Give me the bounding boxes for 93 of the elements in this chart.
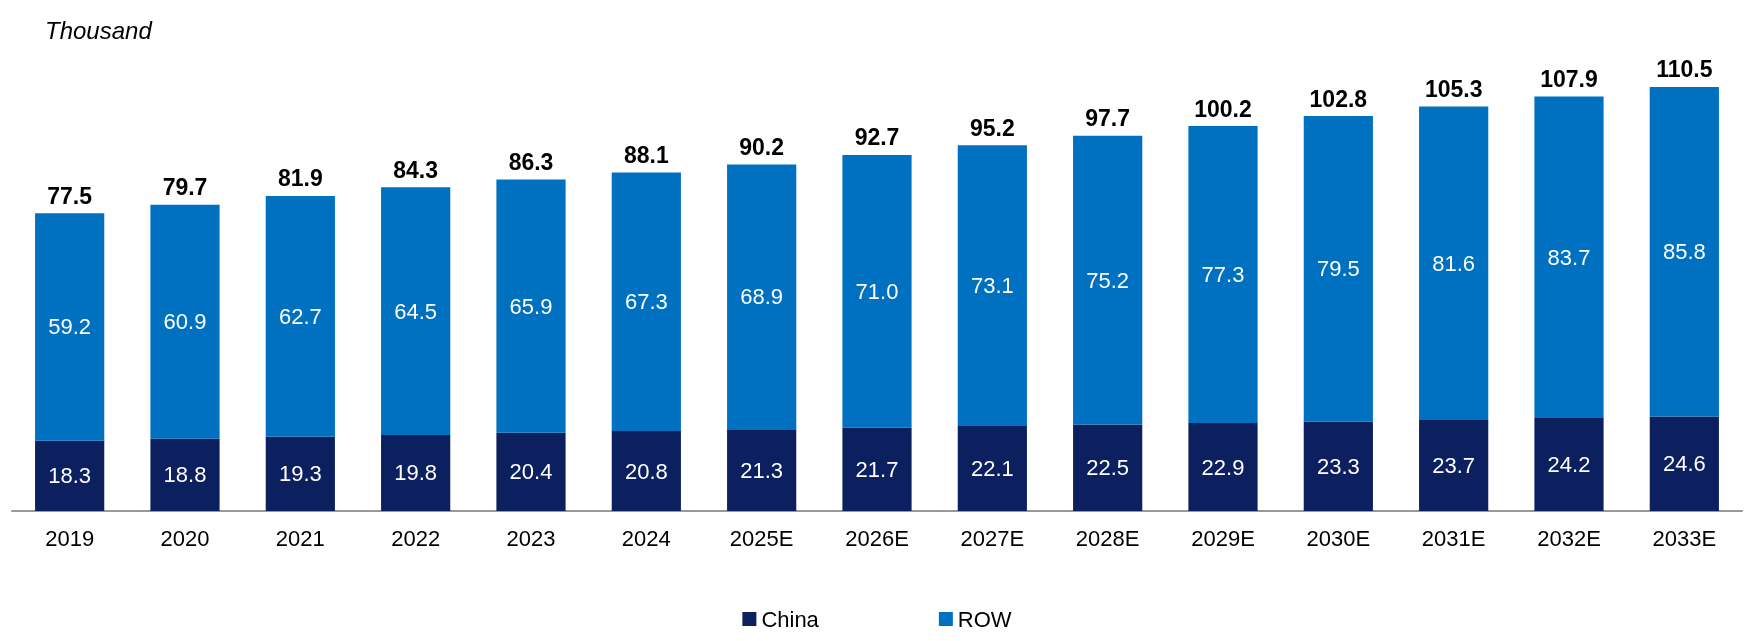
bar — [381, 434, 451, 511]
bar — [1188, 126, 1258, 424]
total-label: 102.8 — [1309, 85, 1368, 112]
bar — [611, 172, 681, 432]
data-label: 24.2 — [1547, 452, 1591, 478]
total-label: 95.2 — [969, 114, 1015, 141]
bar — [1649, 416, 1719, 511]
data-label: 21.7 — [855, 456, 899, 482]
data-label: 23.7 — [1432, 452, 1476, 478]
data-label: 21.3 — [740, 457, 784, 483]
bar — [1419, 419, 1489, 511]
bar — [381, 187, 451, 435]
bar — [842, 154, 912, 428]
legend-label: China — [761, 606, 820, 632]
data-label: 73.1 — [970, 273, 1014, 299]
x-tick-label: 2030E — [1306, 525, 1371, 551]
x-tick-label: 2023 — [506, 525, 556, 551]
bar — [842, 427, 912, 511]
bar — [1534, 96, 1604, 419]
x-tick-label: 2021 — [275, 525, 325, 551]
x-tick-label: 2032E — [1537, 525, 1601, 551]
total-label: 84.3 — [393, 156, 439, 183]
data-label: 60.9 — [163, 309, 207, 335]
legend-label: ROW — [957, 606, 1012, 632]
x-tick-label: 2025E — [729, 525, 794, 551]
data-label: 83.7 — [1547, 244, 1591, 270]
total-label: 97.7 — [1085, 105, 1131, 132]
bar — [35, 440, 105, 511]
bar — [1073, 424, 1143, 511]
data-label: 18.3 — [48, 463, 92, 489]
data-label: 24.6 — [1662, 451, 1706, 477]
total-label: 86.3 — [508, 148, 554, 175]
bar — [150, 438, 220, 511]
bar — [957, 426, 1027, 511]
data-label: 22.1 — [970, 456, 1014, 482]
bar — [727, 164, 797, 430]
data-label: 65.9 — [509, 293, 553, 319]
data-label: 67.3 — [624, 289, 668, 315]
data-label: 75.2 — [1086, 267, 1130, 293]
total-label: 90.2 — [739, 133, 785, 160]
x-tick-label: 2027E — [960, 525, 1025, 551]
bar — [496, 179, 566, 433]
data-label: 22.5 — [1086, 455, 1130, 481]
bar — [265, 436, 335, 511]
total-label: 88.1 — [623, 142, 669, 169]
x-tick-label: 2019 — [45, 525, 95, 551]
x-tick-label: 2020 — [160, 525, 210, 551]
bar — [1188, 423, 1258, 511]
bar — [1303, 116, 1373, 422]
total-label: 110.5 — [1656, 56, 1713, 83]
x-tick-label: 2026E — [845, 525, 909, 551]
data-label: 59.2 — [48, 314, 92, 340]
data-label: 64.5 — [394, 298, 438, 324]
data-label: 62.7 — [278, 303, 322, 329]
data-label: 85.8 — [1662, 239, 1706, 265]
bar — [150, 204, 220, 439]
bar — [1419, 106, 1489, 420]
bar — [1073, 135, 1143, 425]
data-label: 68.9 — [740, 284, 784, 310]
data-label: 79.5 — [1316, 256, 1360, 282]
data-label: 19.3 — [278, 461, 322, 487]
bar — [727, 429, 797, 511]
bar — [1534, 418, 1604, 511]
data-label: 22.9 — [1201, 454, 1245, 480]
data-label: 20.4 — [509, 459, 553, 485]
y-axis-title: Thousand — [45, 16, 153, 44]
total-label: 100.2 — [1194, 95, 1252, 122]
total-label: 79.7 — [162, 174, 208, 201]
x-tick-label: 2028E — [1075, 525, 1140, 551]
bar — [611, 431, 681, 511]
total-label: 107.9 — [1540, 65, 1598, 92]
total-label: 105.3 — [1424, 75, 1483, 102]
total-label: 81.9 — [277, 165, 323, 192]
bar — [496, 432, 566, 511]
bar — [265, 195, 335, 437]
total-label: 77.5 — [47, 182, 93, 209]
bar — [1649, 86, 1719, 417]
x-tick-label: 2031E — [1421, 525, 1486, 551]
x-tick-label: 2033E — [1652, 525, 1717, 551]
total-label: 92.7 — [854, 124, 900, 151]
bar — [35, 213, 105, 441]
data-label: 71.0 — [855, 278, 899, 304]
bar — [957, 145, 1027, 427]
data-label: 77.3 — [1201, 262, 1245, 288]
bar — [1303, 421, 1373, 511]
x-tick-label: 2022 — [391, 525, 441, 551]
data-label: 20.8 — [624, 458, 668, 484]
data-label: 81.6 — [1432, 250, 1476, 276]
data-label: 18.8 — [163, 462, 207, 488]
data-label: 19.8 — [394, 460, 438, 486]
data-label: 23.3 — [1316, 453, 1360, 479]
x-tick-label: 2029E — [1191, 525, 1255, 551]
x-tick-label: 2024 — [621, 525, 671, 551]
